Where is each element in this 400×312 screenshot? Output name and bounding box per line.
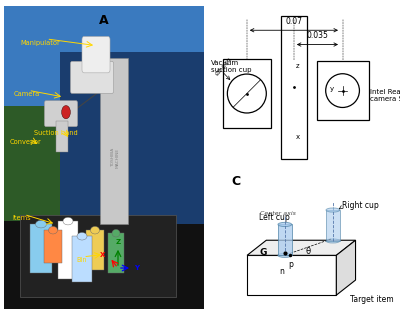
FancyBboxPatch shape [82, 37, 110, 73]
Text: Conveyor: Conveyor [10, 139, 42, 145]
Ellipse shape [36, 220, 46, 228]
Text: Items: Items [12, 215, 31, 221]
Bar [222, 60, 271, 128]
FancyBboxPatch shape [70, 61, 114, 93]
Text: 0.07: 0.07 [285, 17, 302, 26]
Text: Camera: Camera [14, 91, 40, 97]
Bar [326, 210, 340, 241]
Bar [108, 233, 124, 273]
Text: y: y [330, 85, 334, 92]
Ellipse shape [63, 217, 73, 225]
Ellipse shape [112, 229, 120, 237]
Text: Left cup: Left cup [259, 213, 290, 222]
Ellipse shape [326, 208, 340, 212]
Text: Right cup: Right cup [342, 202, 378, 210]
Bar [281, 16, 307, 159]
Circle shape [227, 74, 266, 113]
Text: Intel RealSense
camera SR300: Intel RealSense camera SR300 [370, 89, 400, 102]
Bar [72, 236, 92, 282]
Polygon shape [247, 240, 356, 255]
Bar [317, 61, 368, 120]
Ellipse shape [278, 253, 292, 257]
Bar [278, 224, 292, 255]
Text: Vacuum
suction cup: Vacuum suction cup [211, 60, 251, 73]
Bar [44, 230, 62, 263]
Ellipse shape [48, 227, 58, 234]
Text: Center axis: Center axis [260, 211, 296, 216]
FancyBboxPatch shape [44, 101, 78, 127]
Bar [4, 209, 204, 309]
Text: X: X [100, 252, 106, 258]
Bar [56, 121, 68, 152]
Text: C: C [231, 175, 240, 188]
Polygon shape [336, 240, 356, 295]
Text: n: n [280, 267, 284, 275]
Ellipse shape [90, 227, 100, 234]
Circle shape [326, 74, 360, 107]
Text: Z: Z [115, 239, 121, 245]
Bar [58, 221, 78, 279]
Bar [30, 224, 52, 273]
Text: Ø0.019: Ø0.019 [214, 56, 233, 77]
Text: Target item: Target item [350, 295, 394, 305]
Text: p: p [288, 260, 293, 269]
Bar [247, 255, 336, 295]
Bar [60, 51, 204, 224]
Text: $\mathbf{G}$: $\mathbf{G}$ [259, 246, 268, 257]
Text: θ: θ [306, 247, 310, 256]
Bar [4, 106, 104, 221]
Text: 0.035: 0.035 [306, 31, 328, 40]
Text: A: A [99, 14, 109, 27]
Text: Manipulator: Manipulator [20, 40, 60, 46]
Ellipse shape [326, 239, 340, 243]
Text: x: x [296, 134, 300, 140]
Text: TOSHIBA
MACHINE: TOSHIBA MACHINE [111, 148, 119, 168]
Bar [20, 215, 176, 297]
Circle shape [62, 105, 70, 119]
Text: Bin: Bin [76, 257, 87, 263]
Ellipse shape [77, 232, 87, 240]
Bar [100, 58, 128, 224]
Text: Y: Y [134, 265, 139, 271]
Bar [86, 230, 104, 270]
Ellipse shape [278, 222, 292, 227]
Text: z: z [296, 63, 300, 69]
Text: Suction hand: Suction hand [34, 130, 78, 136]
